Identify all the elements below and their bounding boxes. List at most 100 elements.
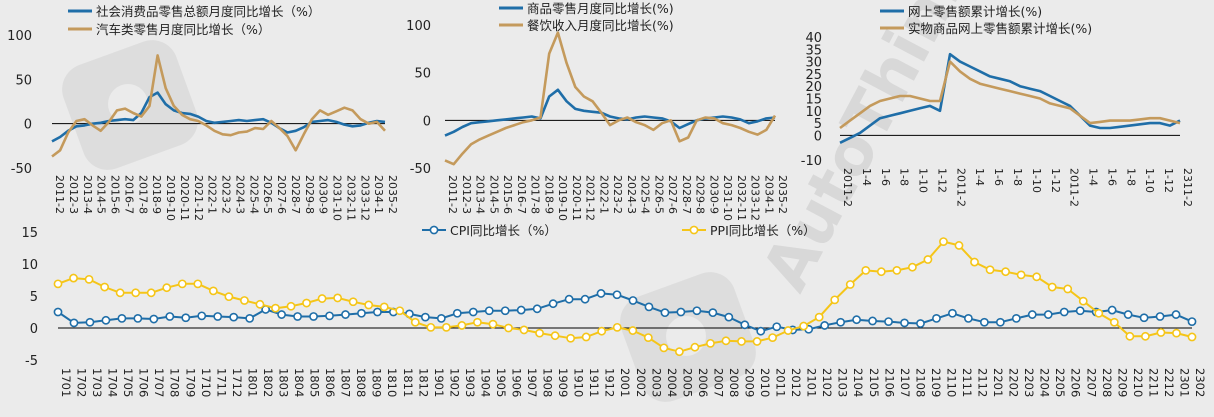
- x-tick-label: 2204: [1038, 368, 1052, 397]
- x-tick-label: 2212: [1162, 368, 1176, 397]
- data-point: [948, 308, 957, 318]
- data-point: [752, 337, 762, 346]
- data-point: [53, 307, 63, 317]
- data-point: [674, 347, 684, 357]
- y-tick-label: 0: [30, 322, 38, 337]
- data-point: [548, 299, 558, 309]
- x-tick-label: 2006: [696, 368, 710, 397]
- x-tick-label: 2016-7: [515, 175, 528, 214]
- x-tick-label: 2028-7: [680, 175, 693, 214]
- x-tick-label: 2011-2: [954, 168, 967, 207]
- data-point: [861, 265, 871, 275]
- data-point: [852, 315, 861, 325]
- x-tick-label: 2010: [758, 368, 772, 397]
- data-point: [193, 279, 203, 289]
- x-tick-label: 1808: [354, 368, 368, 397]
- data-point: [550, 331, 560, 341]
- data-point: [69, 273, 78, 283]
- x-tick-label: 1-12: [1049, 168, 1062, 193]
- data-point: [255, 299, 265, 309]
- x-tick-label: 2032-11: [344, 175, 357, 221]
- x-tick-label: 1802: [261, 368, 275, 397]
- x-tick-label: 2033-12: [358, 175, 371, 221]
- data-point: [643, 333, 653, 342]
- data-point: [612, 322, 622, 332]
- data-point: [286, 301, 296, 311]
- x-tick-label: 2002: [634, 368, 648, 397]
- x-tick-label: 2027-6: [275, 175, 288, 214]
- x-tick-label: 2107: [898, 368, 912, 397]
- data-point: [293, 312, 302, 321]
- data-point: [1016, 270, 1026, 280]
- data-point: [101, 315, 111, 325]
- data-point: [441, 322, 451, 332]
- x-tick-label: 1910: [572, 368, 586, 397]
- y-tick-label: 0: [423, 114, 431, 129]
- x-tick-label: 2031-10: [331, 175, 344, 221]
- x-tick-label: 2024-3: [233, 175, 246, 214]
- x-tick-label: 1-12: [1162, 168, 1175, 193]
- watermark-latin: AutoThinker: [749, 0, 1022, 303]
- x-tick-label: 1-6: [992, 168, 1005, 186]
- x-tick-label: 2035-2: [776, 175, 789, 214]
- data-point: [69, 318, 79, 328]
- x-tick-label: 2301: [1177, 368, 1191, 397]
- x-tick-label: 2011-2: [53, 175, 66, 214]
- x-tick-label: 2032-11: [735, 175, 748, 221]
- x-tick-label: 2013-4: [81, 175, 94, 214]
- x-tick-label: 2302: [1193, 368, 1207, 397]
- x-tick-label: 1-6: [879, 168, 892, 186]
- series-line-2: [839, 60, 1181, 130]
- x-tick-label: 1907: [525, 368, 539, 397]
- y-tick-label: 0: [814, 129, 822, 144]
- data-point: [1043, 310, 1053, 319]
- data-point: [484, 306, 494, 316]
- y-tick-label: 5: [814, 117, 822, 132]
- x-tick-label: 2019-10: [164, 175, 177, 221]
- data-point: [799, 321, 809, 331]
- data-point: [395, 306, 405, 316]
- data-point: [721, 336, 731, 346]
- series-line-1: [839, 52, 1181, 144]
- data-point: [690, 342, 700, 352]
- data-point: [1094, 308, 1104, 318]
- legend-marker: [689, 225, 699, 235]
- data-point: [420, 312, 430, 322]
- x-tick-label: 1-8: [898, 168, 911, 186]
- x-tick-label: 2014-5: [95, 175, 108, 214]
- data-point: [612, 290, 622, 300]
- data-point: [995, 317, 1005, 327]
- x-tick-label: 1706: [137, 368, 151, 397]
- chart-2: 100 50 0 -50 商品零售月度同比增长(%) 餐饮收入月度同比增长(%) 2011-…: [406, 1, 789, 221]
- data-point: [181, 313, 191, 323]
- data-point: [240, 296, 249, 305]
- x-tick-label: 2011-2: [446, 175, 459, 214]
- y-tick-label: 15: [805, 93, 822, 108]
- x-tick-label: 2005: [680, 368, 694, 397]
- x-tick-label: 1809: [370, 368, 384, 397]
- x-tick-label: 2007: [711, 368, 725, 397]
- data-point: [100, 282, 110, 292]
- x-tick-label: 1-10: [1143, 168, 1156, 193]
- x-tick-label: 1703: [90, 368, 104, 397]
- data-point: [532, 304, 542, 314]
- x-tick-label: 2201: [991, 368, 1005, 397]
- legend-label: 社会消费品零售总额月度同比增长（%）: [96, 4, 320, 19]
- x-tick-label: 2209: [1115, 368, 1129, 397]
- x-tick-label: 2103: [836, 368, 850, 397]
- x-tick-label: 2211: [1146, 368, 1160, 397]
- x-tick-label: 1909: [556, 368, 570, 397]
- x-tick-label: 2018-9: [542, 175, 555, 214]
- x-tick-label: 1701: [59, 368, 73, 397]
- x-tick-label: 2008: [727, 368, 741, 397]
- data-point: [333, 293, 343, 303]
- data-point: [1075, 306, 1085, 316]
- x-tick-label: 2023-2: [220, 175, 233, 214]
- data-point: [820, 321, 830, 330]
- data-point: [740, 320, 750, 330]
- data-point: [364, 300, 374, 310]
- data-point: [197, 311, 207, 321]
- x-tick-label: 1705: [121, 368, 135, 397]
- data-point: [1107, 305, 1117, 315]
